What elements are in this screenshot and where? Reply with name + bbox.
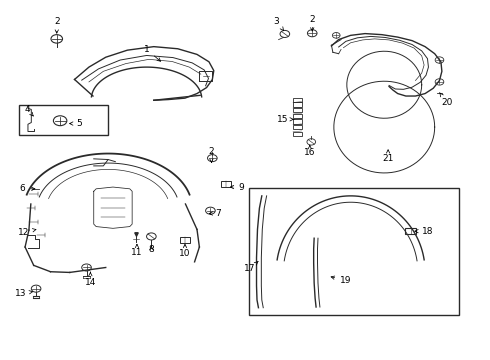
Bar [293, 98, 302, 102]
Text: 20: 20 [440, 93, 452, 107]
Bar [293, 108, 302, 112]
Text: 7: 7 [209, 209, 221, 218]
Bar [293, 125, 302, 129]
Text: 10: 10 [179, 244, 191, 258]
Text: 1: 1 [144, 45, 161, 61]
Bar [293, 102, 302, 107]
Text: 2: 2 [209, 147, 214, 162]
Text: 19: 19 [331, 276, 352, 285]
Text: 13: 13 [15, 289, 32, 298]
Bar [180, 237, 190, 243]
Bar [249, 188, 459, 315]
Text: 4: 4 [24, 105, 33, 116]
Text: 2: 2 [54, 17, 60, 33]
Text: 15: 15 [277, 115, 294, 124]
Text: 5: 5 [70, 119, 82, 128]
Text: 2: 2 [309, 15, 315, 31]
Text: 8: 8 [148, 246, 154, 255]
Text: 9: 9 [230, 183, 245, 192]
Text: 18: 18 [415, 227, 433, 236]
Text: 11: 11 [131, 244, 143, 257]
Text: 3: 3 [273, 17, 284, 31]
Bar [221, 181, 231, 187]
Bar [293, 114, 302, 118]
Bar [405, 228, 416, 234]
Text: 17: 17 [244, 261, 258, 273]
Text: 14: 14 [85, 272, 96, 287]
Text: 21: 21 [382, 150, 394, 163]
Bar [293, 132, 302, 136]
Bar [19, 105, 108, 135]
Text: 12: 12 [19, 228, 36, 237]
Text: 16: 16 [304, 145, 316, 157]
Text: 6: 6 [20, 184, 35, 193]
Bar [293, 119, 302, 123]
